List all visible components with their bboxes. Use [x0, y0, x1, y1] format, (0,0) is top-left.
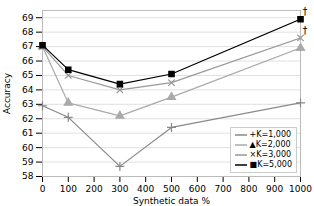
svg-text:58: 58 — [22, 171, 34, 181]
svg-text:100: 100 — [60, 184, 77, 194]
svg-text:900: 900 — [266, 184, 283, 194]
svg-text:800: 800 — [240, 184, 257, 194]
svg-text:66: 66 — [22, 56, 34, 66]
svg-text:600: 600 — [189, 184, 206, 194]
html-text:+K=1,000: +K=1,000 — [249, 130, 292, 139]
svg-text:700: 700 — [215, 184, 232, 194]
svg-text:63: 63 — [22, 99, 33, 109]
svg-text:62: 62 — [22, 114, 33, 124]
svg-text:200: 200 — [86, 184, 103, 194]
html-text:▲K=2,000: ▲K=2,000 — [249, 140, 291, 149]
html-text:×K=3,000: ×K=3,000 — [249, 150, 292, 159]
svg-text:Synthetic data %: Synthetic data % — [133, 196, 210, 206]
svg-text:0: 0 — [40, 184, 46, 194]
svg-text:68: 68 — [22, 27, 34, 37]
svg-text:59: 59 — [22, 157, 34, 167]
svg-text:†: † — [303, 25, 308, 36]
svg-text:400: 400 — [137, 184, 154, 194]
svg-text:500: 500 — [163, 184, 180, 194]
svg-text:†: † — [303, 6, 308, 17]
svg-text:64: 64 — [22, 85, 34, 95]
svg-text:Accuracy: Accuracy — [2, 72, 12, 114]
svg-text:300: 300 — [111, 184, 128, 194]
svg-text:1000: 1000 — [289, 184, 312, 194]
svg-text:65: 65 — [22, 70, 33, 80]
svg-text:60: 60 — [22, 143, 34, 153]
svg-text:61: 61 — [22, 128, 33, 138]
svg-text:67: 67 — [22, 41, 33, 51]
html-text:■K=5,000: ■K=5,000 — [249, 160, 292, 169]
svg-text:69: 69 — [22, 13, 34, 23]
